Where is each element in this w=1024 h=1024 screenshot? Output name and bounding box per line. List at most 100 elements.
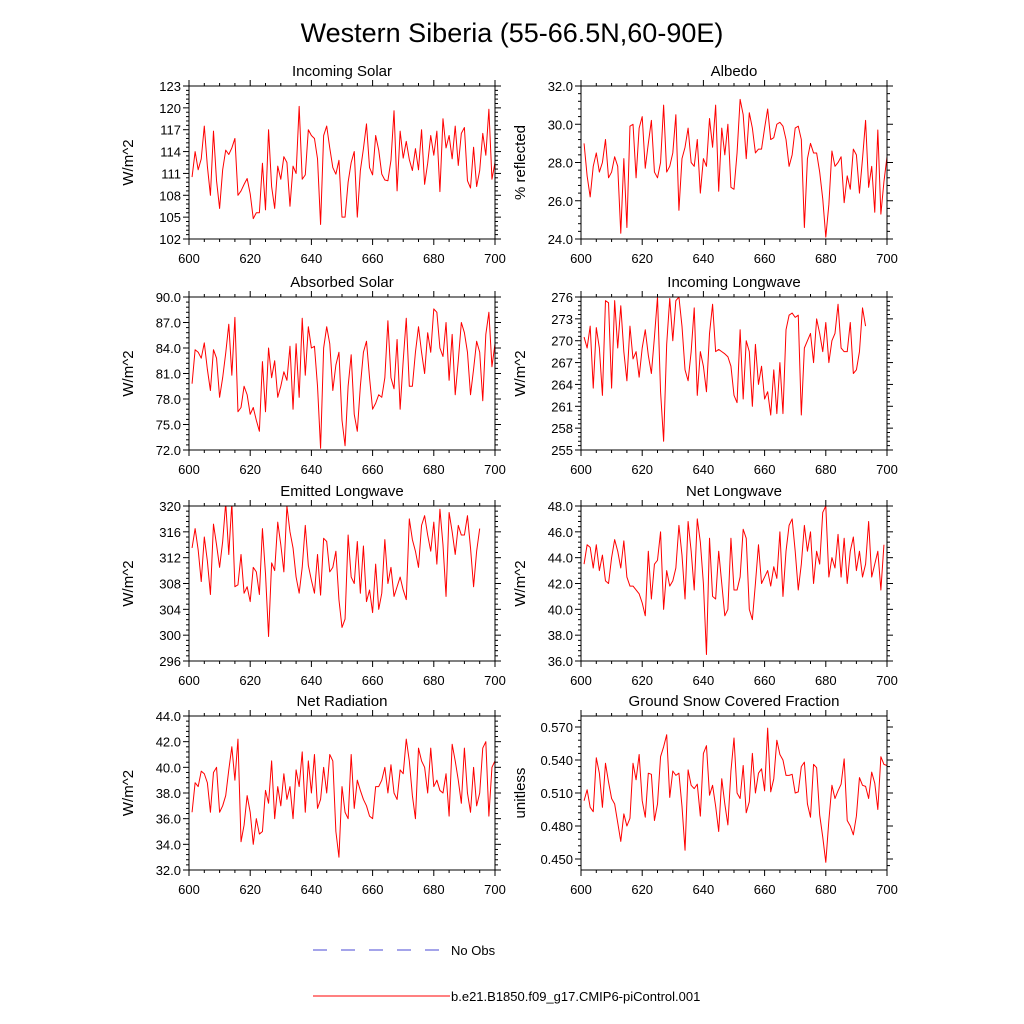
panel-title-incoming-longwave: Incoming Longwave bbox=[667, 274, 800, 291]
series-line-albedo bbox=[583, 98, 887, 238]
y-tick-label: 0.450 bbox=[540, 852, 573, 867]
y-tick-label: 28.0 bbox=[548, 156, 573, 171]
y-tick-label: 0.510 bbox=[540, 786, 573, 801]
y-tick-label: 44.0 bbox=[156, 709, 181, 724]
y-tick-label: 40.0 bbox=[156, 760, 181, 775]
y-tick-label: 36.0 bbox=[156, 812, 181, 827]
page-title: Western Siberia (55-66.5N,60-90E) bbox=[301, 18, 724, 48]
x-tick-label: 680 bbox=[815, 251, 837, 266]
y-tick-label: 38.0 bbox=[548, 628, 573, 643]
panel-title-net-radiation: Net Radiation bbox=[297, 693, 388, 710]
y-tick-label: 84.0 bbox=[156, 341, 181, 356]
x-tick-label: 700 bbox=[876, 251, 898, 266]
x-tick-label: 640 bbox=[301, 462, 323, 477]
y-tick-label: 102 bbox=[159, 232, 181, 247]
y-axis-label-ground-snow-covered-fraction: unitless bbox=[512, 768, 529, 819]
chart-albedo: 600 620 640 660 680 700 24.0 26.0 28.0 30.0 32.0 Al… bbox=[512, 63, 898, 266]
y-tick-label: 114 bbox=[160, 145, 181, 160]
x-tick-label: 700 bbox=[876, 673, 898, 688]
series-line-incoming-solar bbox=[191, 105, 495, 225]
y-tick-label: 276 bbox=[551, 290, 573, 305]
x-tick-label: 620 bbox=[631, 882, 653, 897]
y-tick-label: 123 bbox=[159, 79, 181, 94]
y-tick-label: 46.0 bbox=[548, 525, 573, 540]
panel-title-emitted-longwave: Emitted Longwave bbox=[280, 483, 403, 500]
y-tick-label: 42.0 bbox=[548, 577, 573, 592]
x-tick-label: 600 bbox=[570, 462, 592, 477]
x-tick-label: 660 bbox=[362, 462, 384, 477]
y-axis-label-albedo: % reflected bbox=[512, 125, 529, 200]
series-line-net-radiation bbox=[191, 738, 495, 858]
y-tick-label: 258 bbox=[551, 421, 573, 436]
y-tick-label: 0.570 bbox=[540, 720, 573, 735]
legend-label-no-obs: No Obs bbox=[451, 943, 496, 958]
y-tick-label: 320 bbox=[159, 499, 181, 514]
x-tick-label: 680 bbox=[423, 673, 445, 688]
x-tick-label: 600 bbox=[570, 251, 592, 266]
y-tick-label: 117 bbox=[160, 123, 181, 138]
y-tick-label: 38.0 bbox=[156, 786, 181, 801]
x-tick-label: 620 bbox=[631, 251, 653, 266]
series-line-incoming-longwave bbox=[583, 297, 867, 442]
x-tick-label: 620 bbox=[239, 462, 261, 477]
x-tick-label: 660 bbox=[754, 882, 776, 897]
x-tick-label: 660 bbox=[362, 251, 384, 266]
x-tick-label: 700 bbox=[484, 462, 506, 477]
chart-incoming-longwave: 600 620 640 660 680 700 255 258 261 264 267 270 273 2… bbox=[512, 274, 898, 477]
y-tick-label: 273 bbox=[551, 312, 573, 327]
y-tick-label: 24.0 bbox=[548, 232, 573, 247]
x-tick-label: 660 bbox=[754, 251, 776, 266]
x-tick-label: 600 bbox=[178, 673, 200, 688]
x-tick-label: 660 bbox=[362, 673, 384, 688]
y-tick-label: 105 bbox=[159, 210, 181, 225]
x-tick-label: 640 bbox=[693, 462, 715, 477]
chart-net-radiation: 600 620 640 660 680 700 32.0 34.0 36.0 38.0 40.0 42… bbox=[120, 693, 506, 897]
y-tick-label: 312 bbox=[159, 551, 181, 566]
legend-item-model-run: b.e21.B1850.f09_g17.CMIP6-piControl.001 bbox=[313, 989, 700, 1004]
y-tick-label: 78.0 bbox=[156, 392, 181, 407]
series-line-emitted-longwave bbox=[191, 506, 481, 637]
x-tick-label: 620 bbox=[239, 882, 261, 897]
x-tick-label: 680 bbox=[423, 462, 445, 477]
x-tick-label: 680 bbox=[815, 673, 837, 688]
series-line-ground-snow-covered-fraction bbox=[583, 727, 887, 863]
panel-title-absorbed-solar: Absorbed Solar bbox=[290, 274, 393, 291]
y-tick-label: 32.0 bbox=[156, 863, 181, 878]
y-tick-label: 316 bbox=[159, 525, 181, 540]
y-tick-label: 42.0 bbox=[156, 735, 181, 750]
x-tick-label: 620 bbox=[239, 251, 261, 266]
y-tick-label: 308 bbox=[159, 577, 181, 592]
x-tick-label: 660 bbox=[754, 673, 776, 688]
x-tick-label: 700 bbox=[484, 673, 506, 688]
y-axis-label-emitted-longwave: W/m^2 bbox=[120, 560, 137, 606]
x-tick-label: 700 bbox=[484, 251, 506, 266]
legend-item-no-obs: No Obs bbox=[313, 943, 496, 958]
x-tick-label: 640 bbox=[693, 251, 715, 266]
x-tick-label: 700 bbox=[484, 882, 506, 897]
x-tick-label: 600 bbox=[178, 462, 200, 477]
y-axis-label-incoming-longwave: W/m^2 bbox=[512, 350, 529, 396]
chart-absorbed-solar: 600 620 640 660 680 700 72.0 75.0 78.0 81.0 84.0 87… bbox=[120, 274, 506, 477]
x-tick-label: 660 bbox=[754, 462, 776, 477]
chart-panels: 600 620 640 660 680 700 102 105 108 111 114 117 120 1… bbox=[120, 63, 898, 897]
legend: No Obs b.e21.B1850.f09_g17.CMIP6-piContr… bbox=[313, 943, 700, 1004]
x-tick-label: 700 bbox=[876, 462, 898, 477]
y-tick-label: 87.0 bbox=[156, 316, 181, 331]
y-axis-label-absorbed-solar: W/m^2 bbox=[120, 350, 137, 396]
y-tick-label: 120 bbox=[159, 101, 181, 116]
x-tick-label: 640 bbox=[693, 882, 715, 897]
y-tick-label: 0.480 bbox=[540, 819, 573, 834]
x-tick-label: 600 bbox=[570, 673, 592, 688]
y-tick-label: 90.0 bbox=[156, 290, 181, 305]
y-tick-label: 72.0 bbox=[156, 443, 181, 458]
y-axis-label-incoming-solar: W/m^2 bbox=[120, 139, 137, 185]
series-line-absorbed-solar bbox=[191, 308, 495, 449]
y-tick-label: 267 bbox=[551, 356, 573, 371]
y-tick-label: 261 bbox=[551, 399, 573, 414]
y-tick-label: 48.0 bbox=[548, 499, 573, 514]
x-tick-label: 600 bbox=[178, 251, 200, 266]
y-tick-label: 36.0 bbox=[548, 654, 573, 669]
x-tick-label: 620 bbox=[239, 673, 261, 688]
legend-label-model-run: b.e21.B1850.f09_g17.CMIP6-piControl.001 bbox=[451, 989, 700, 1004]
